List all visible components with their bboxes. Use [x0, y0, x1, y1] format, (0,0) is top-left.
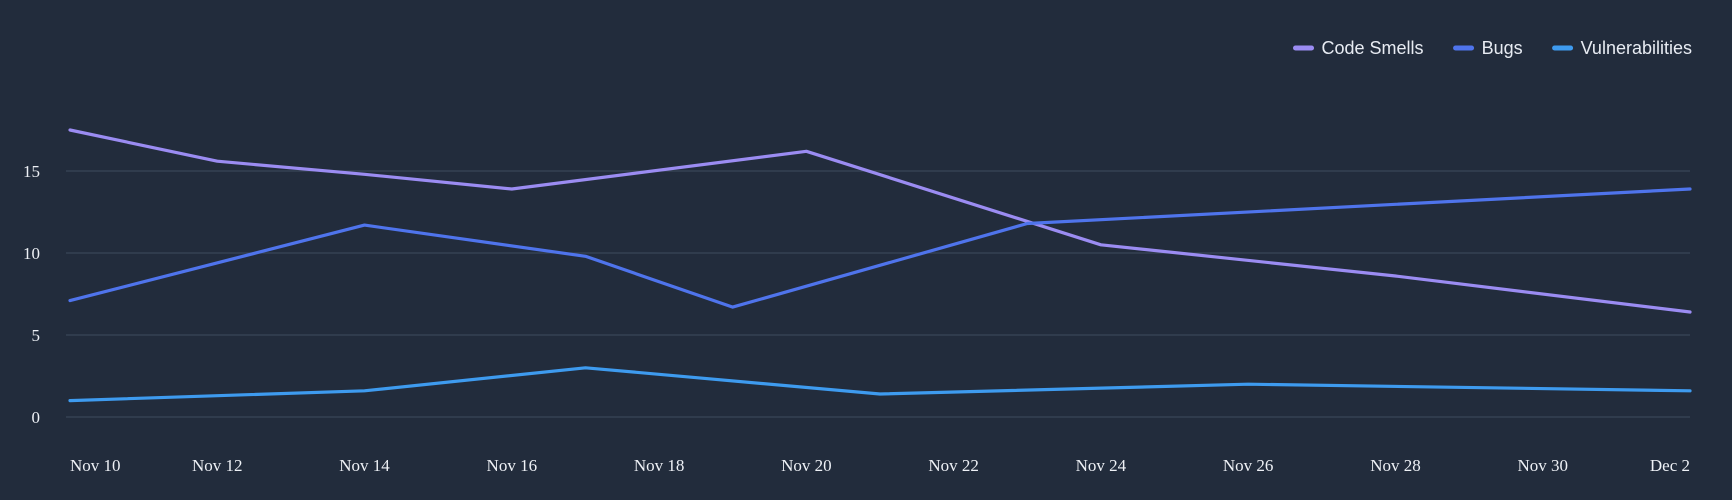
x-tick-label: Nov 12 [192, 456, 243, 475]
y-tick-label: 5 [32, 326, 41, 345]
legend-item-vulnerabilities[interactable]: Vulnerabilities [1552, 38, 1692, 58]
legend-item-code-smells[interactable]: Code Smells [1293, 38, 1424, 58]
x-tick-label: Nov 16 [487, 456, 538, 475]
x-tick-label: Nov 28 [1370, 456, 1421, 475]
x-tick-label: Nov 10 [70, 456, 121, 475]
y-tick-label: 15 [23, 162, 40, 181]
legend-label: Code Smells [1322, 38, 1424, 58]
x-tick-label: Nov 30 [1517, 456, 1568, 475]
legend-label: Vulnerabilities [1581, 38, 1692, 58]
series-lines [68, 128, 1692, 403]
x-tick-label: Dec 2 [1650, 456, 1690, 475]
x-tick-label: Nov 26 [1223, 456, 1274, 475]
x-axis-ticks: Nov 10 Nov 12 Nov 14 Nov 16 Nov 18 Nov 20 Nov … [70, 456, 1690, 475]
series-line-vulnerabilities[interactable] [68, 366, 1692, 403]
y-axis-ticks: 0 5 10 15 [23, 162, 40, 427]
legend-label: Bugs [1482, 38, 1523, 58]
legend[interactable]: Code Smells Bugs Vulnerabilities [1293, 38, 1692, 58]
grid-lines [66, 170, 1690, 418]
series-line-bugs[interactable] [68, 187, 1692, 309]
y-tick-label: 10 [23, 244, 40, 263]
y-tick-label: 0 [32, 408, 41, 427]
x-tick-label: Nov 22 [928, 456, 979, 475]
x-tick-label: Nov 14 [339, 456, 390, 475]
legend-item-bugs[interactable]: Bugs [1453, 38, 1523, 58]
x-tick-label: Nov 24 [1076, 456, 1127, 475]
series-line-code-smells[interactable] [68, 128, 1692, 314]
x-tick-label: Nov 18 [634, 456, 685, 475]
x-tick-label: Nov 20 [781, 456, 832, 475]
